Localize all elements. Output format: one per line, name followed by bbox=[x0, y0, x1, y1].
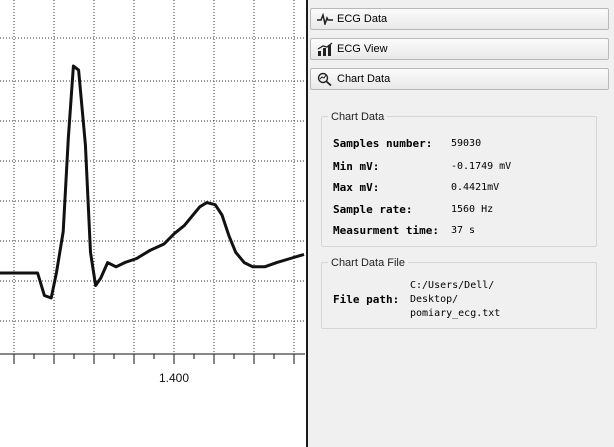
chart-data-label: Chart Data bbox=[337, 73, 391, 85]
ecg-chart[interactable]: 1.400 bbox=[0, 0, 307, 447]
ecg-data-label: ECG Data bbox=[337, 13, 388, 25]
chart-data-group: Chart Data Samples number: 59030 Min mV:… bbox=[321, 111, 597, 247]
chart-data-group-title: Chart Data bbox=[328, 111, 388, 123]
side-panel: ECG Data ECG View Chart Data Chart Data … bbox=[308, 0, 614, 447]
file-path-line: pomiary_ecg.txt bbox=[410, 308, 501, 319]
min-mv-row: Min mV: -0.1749 mV bbox=[333, 160, 511, 173]
heartbeat-icon bbox=[317, 12, 333, 26]
x-tick-label: 1.400 bbox=[159, 371, 189, 385]
sample-rate-value: 1560 Hz bbox=[451, 204, 494, 215]
measurement-time-row: Measurment time: 37 s bbox=[333, 224, 475, 237]
chart-data-file-group-title: Chart Data File bbox=[328, 257, 408, 269]
samples-label: Samples number: bbox=[333, 137, 433, 150]
measurement-time-value: 37 s bbox=[451, 225, 476, 236]
bar-chart-icon bbox=[317, 42, 333, 56]
ecg-data-button[interactable]: ECG Data bbox=[310, 8, 609, 30]
samples-value: 59030 bbox=[451, 138, 482, 149]
file-path-line: C:/Users/Dell/ bbox=[410, 280, 495, 291]
min-mv-value: -0.1749 mV bbox=[451, 161, 512, 172]
ecg-view-label: ECG View bbox=[337, 43, 388, 55]
file-path-line: Desktop/ bbox=[410, 294, 459, 305]
magnifier-chart-icon bbox=[317, 72, 333, 86]
sample-rate-row: Sample rate: 1560 Hz bbox=[333, 203, 493, 216]
max-mv-label: Max mV: bbox=[333, 181, 380, 194]
measurement-time-label: Measurment time: bbox=[333, 224, 439, 237]
sample-rate-label: Sample rate: bbox=[333, 203, 413, 216]
chart-data-button[interactable]: Chart Data bbox=[310, 68, 609, 90]
min-mv-label: Min mV: bbox=[333, 160, 380, 173]
ecg-view-button[interactable]: ECG View bbox=[310, 38, 609, 60]
splitter-handle[interactable] bbox=[306, 0, 308, 447]
file-path-label: File path: bbox=[333, 293, 400, 306]
max-mv-row: Max mV: 0.4421mV bbox=[333, 181, 499, 194]
ecg-chart-svg: 1.400 bbox=[0, 0, 305, 385]
max-mv-value: 0.4421mV bbox=[451, 182, 500, 193]
file-path-row: File path: bbox=[333, 293, 399, 306]
samples-row: Samples number: 59030 bbox=[333, 137, 481, 150]
ecg-series-line bbox=[0, 64, 305, 300]
file-path-value: C:/Users/Dell/ Desktop/ pomiary_ecg.txt bbox=[410, 279, 500, 321]
chart-data-file-group: Chart Data File File path: C:/Users/Dell… bbox=[321, 257, 597, 329]
